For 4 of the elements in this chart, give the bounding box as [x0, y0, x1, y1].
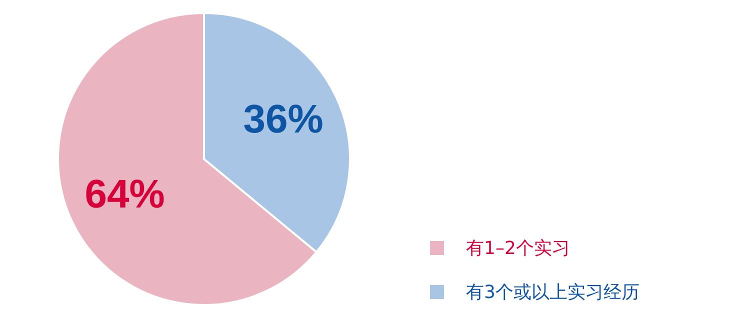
data-label: 64% [84, 172, 165, 216]
legend-label: 有3个或以上实习经历 [466, 281, 640, 304]
data-label: 36% [243, 98, 324, 142]
legend-label: 有1–2个实习 [466, 237, 570, 260]
